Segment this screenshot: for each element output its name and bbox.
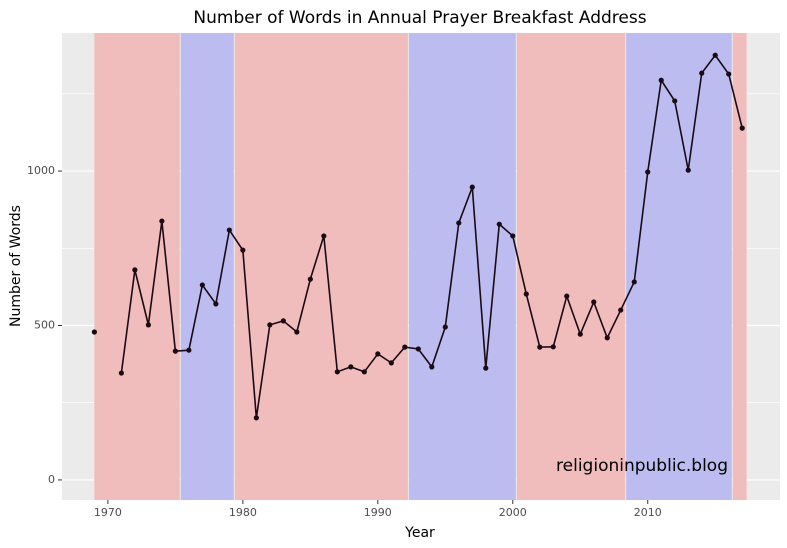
point: [321, 233, 327, 239]
y-tick-label: 0: [48, 473, 55, 486]
y-tick-label: 1000: [27, 164, 55, 177]
point: [577, 331, 583, 337]
party-region: [626, 33, 732, 500]
point: [726, 71, 732, 77]
point: [699, 70, 705, 76]
point: [334, 369, 340, 375]
point: [645, 169, 651, 175]
x-tick-label: 1980: [229, 506, 257, 519]
point: [523, 291, 529, 297]
point: [658, 77, 664, 83]
point: [253, 415, 259, 421]
point: [685, 167, 691, 173]
point: [537, 344, 543, 350]
x-tick-label: 1990: [364, 506, 392, 519]
point: [483, 365, 489, 371]
point: [591, 299, 597, 305]
point: [402, 344, 408, 350]
x-axis-label: Year: [404, 525, 435, 541]
x-tick-label: 1970: [94, 506, 122, 519]
party-region: [732, 33, 747, 500]
point: [348, 364, 354, 370]
party-region: [94, 33, 180, 500]
point: [618, 307, 624, 313]
point: [226, 227, 232, 233]
point: [375, 351, 381, 357]
point: [672, 98, 678, 104]
point: [712, 52, 718, 58]
point: [91, 329, 97, 335]
point: [307, 276, 313, 282]
point: [631, 279, 637, 285]
point: [186, 347, 192, 353]
point: [604, 335, 610, 341]
point: [280, 318, 286, 324]
point: [550, 344, 556, 350]
party-region: [408, 33, 516, 500]
point: [496, 221, 502, 227]
annotation: religioninpublic.blog: [556, 456, 728, 476]
chart-title: Number of Words in Annual Prayer Breakfa…: [193, 8, 646, 28]
y-tick-label: 500: [34, 318, 55, 331]
point: [739, 125, 745, 131]
point: [415, 346, 421, 352]
point: [456, 220, 462, 226]
point: [199, 282, 205, 288]
point: [429, 364, 435, 370]
x-tick-label: 2010: [634, 506, 662, 519]
x-tick-label: 2000: [499, 506, 527, 519]
y-axis-label: Number of Words: [8, 205, 24, 327]
point: [564, 293, 570, 299]
point: [469, 184, 475, 190]
point: [118, 370, 124, 376]
point: [361, 369, 367, 375]
point: [240, 247, 246, 253]
point: [145, 322, 151, 328]
point: [172, 348, 178, 354]
point: [388, 360, 394, 366]
point: [213, 301, 219, 307]
point: [159, 218, 165, 224]
party-region: [180, 33, 234, 500]
point: [267, 322, 273, 328]
point: [294, 329, 300, 335]
party-region: [234, 33, 408, 500]
point: [442, 324, 448, 330]
point: [132, 267, 138, 273]
party-region: [516, 33, 626, 500]
point: [510, 233, 516, 239]
